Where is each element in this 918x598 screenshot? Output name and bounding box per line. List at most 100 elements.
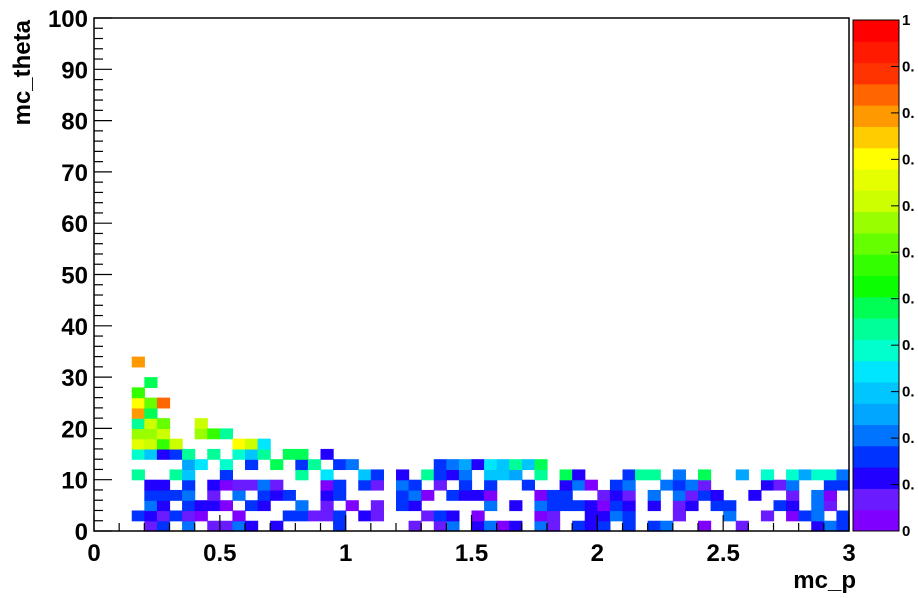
heatmap-cell	[685, 489, 699, 501]
heatmap-cell	[798, 510, 812, 522]
heatmap-cell	[484, 520, 498, 532]
heatmap-cell	[811, 469, 825, 481]
heatmap-cell	[207, 520, 221, 532]
heatmap-cell	[811, 510, 825, 522]
heatmap-cell	[245, 500, 259, 512]
heatmap-cell	[672, 510, 687, 522]
x-tick-label: 0	[87, 540, 100, 567]
heatmap-cell	[471, 520, 485, 532]
palette-label: 0.	[902, 105, 915, 122]
heatmap-cell	[182, 510, 196, 522]
heatmap-cell	[282, 510, 296, 522]
heatmap-cell	[245, 438, 259, 450]
heatmap-cell	[144, 510, 158, 522]
heatmap-cell	[760, 479, 775, 491]
heatmap-cell	[182, 448, 196, 460]
heatmap-cell	[333, 489, 347, 501]
heatmap-cell	[509, 459, 523, 471]
heatmap-cell	[333, 459, 347, 471]
heatmap-cell	[421, 510, 435, 522]
heatmap-cell	[245, 479, 259, 491]
heatmap-cell	[194, 418, 208, 429]
heatmap-cell	[295, 459, 309, 471]
heatmap-cell	[609, 500, 624, 512]
heatmap-cell	[698, 489, 712, 501]
heatmap-cell	[622, 510, 636, 522]
heatmap-cell	[471, 489, 485, 501]
heatmap-cell	[396, 489, 410, 501]
heatmap-cell	[710, 489, 724, 501]
heatmap-cell	[509, 500, 523, 512]
heatmap-cell	[131, 418, 145, 429]
heatmap-cell	[823, 479, 838, 491]
palette-swatch	[853, 445, 899, 468]
heatmap-cell	[433, 459, 447, 471]
y-axis: 0 10 20 30 40 50 60 70 80 90 100	[48, 6, 112, 546]
heatmap-cell	[484, 459, 498, 471]
palette-label: 0.	[902, 477, 915, 494]
y-tick-label: 90	[61, 57, 88, 84]
heatmap-cell	[584, 510, 598, 522]
heatmap-cell	[295, 510, 309, 522]
heatmap-cell	[207, 448, 221, 460]
heatmap-cell	[723, 500, 737, 512]
palette-swatch	[853, 318, 899, 340]
heatmap-cell	[584, 500, 598, 512]
heatmap-cell	[471, 510, 485, 522]
heatmap-cell	[144, 479, 158, 491]
heatmap-cell	[773, 479, 787, 491]
heatmap-cell	[169, 510, 183, 522]
heatmap-cell	[307, 510, 322, 522]
heatmap-cell	[433, 510, 447, 522]
heatmap-cell	[811, 489, 825, 501]
heatmap-cell	[207, 428, 221, 440]
heatmap-cell	[182, 489, 196, 501]
palette-swatch	[853, 488, 899, 511]
palette-label: 0.	[902, 430, 915, 447]
heatmap-cell	[622, 500, 636, 512]
palette-swatch	[853, 275, 899, 298]
heatmap-cell	[496, 469, 510, 481]
heatmap-cell	[773, 500, 787, 512]
heatmap-cell	[182, 479, 196, 491]
heatmap-cell	[647, 489, 661, 501]
heatmap-cell	[156, 489, 171, 501]
heatmap-cell	[823, 469, 838, 481]
heatmap-cell	[735, 469, 749, 481]
palette-swatch	[853, 296, 899, 319]
heatmap-cell	[257, 448, 271, 460]
palette-swatch	[853, 424, 899, 447]
heatmap-cell	[672, 500, 687, 512]
heatmap-cell	[559, 489, 573, 501]
heatmap-cell	[572, 479, 586, 491]
heatmap-cell	[672, 489, 687, 501]
palette-label: 0.	[902, 384, 915, 401]
heatmap-cell	[370, 479, 385, 491]
heatmap-cell	[257, 479, 271, 491]
heatmap-cell	[521, 479, 536, 491]
heatmap-cell	[609, 489, 624, 501]
palette-label: 0.	[902, 58, 915, 75]
heatmap-cell	[219, 479, 234, 491]
heatmap-cell	[823, 500, 838, 512]
heatmap-cell	[345, 459, 359, 471]
heatmap-cell	[811, 520, 825, 532]
heatmap-cell	[131, 510, 145, 522]
heatmap-cell	[534, 500, 548, 512]
heatmap-cell	[534, 469, 548, 481]
heatmap-cell	[257, 489, 271, 501]
heatmap-cell	[521, 459, 536, 471]
heatmap-cell	[572, 469, 586, 481]
heatmap-cell	[534, 510, 548, 522]
y-tick-label: 10	[61, 468, 88, 495]
heatmap-cell	[169, 448, 183, 460]
heatmap-cell	[245, 520, 259, 532]
palette-swatch	[853, 339, 899, 362]
heatmap-cell	[144, 407, 158, 419]
heatmap-cell	[219, 469, 234, 481]
heatmap-cell	[496, 459, 510, 471]
heatmap-cell	[169, 489, 183, 501]
heatmap-cell	[660, 520, 674, 532]
heatmap-cell	[144, 397, 158, 409]
heatmap-cell	[836, 469, 850, 481]
